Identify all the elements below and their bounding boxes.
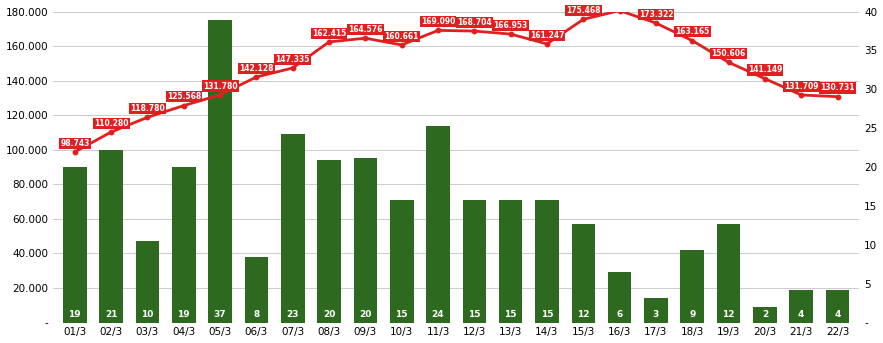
Text: 175.468: 175.468 (566, 6, 600, 15)
Bar (826, 290, 849, 322)
Bar (353, 158, 377, 322)
Text: 168.704: 168.704 (457, 18, 492, 27)
Text: 98.743: 98.743 (60, 139, 89, 148)
Text: 150.606: 150.606 (712, 49, 746, 58)
Text: 3: 3 (653, 310, 659, 319)
Bar (390, 200, 413, 322)
Text: 4: 4 (834, 310, 841, 319)
Text: 20: 20 (323, 310, 336, 319)
Text: 110.280: 110.280 (94, 119, 128, 128)
Text: 142.128: 142.128 (239, 64, 274, 73)
Bar (644, 298, 668, 322)
Bar (571, 224, 595, 322)
Text: 15: 15 (540, 310, 554, 319)
Text: 19: 19 (69, 310, 81, 319)
Text: 9: 9 (689, 310, 696, 319)
Bar (535, 200, 559, 322)
Bar (499, 200, 523, 322)
Text: 2: 2 (762, 310, 768, 319)
Bar (681, 250, 704, 322)
Bar (717, 224, 740, 322)
Text: 131.780: 131.780 (203, 82, 238, 91)
Text: 15: 15 (396, 310, 408, 319)
Text: 23: 23 (286, 310, 299, 319)
Text: 15: 15 (504, 310, 517, 319)
Bar (281, 134, 305, 322)
Bar (317, 160, 341, 322)
Text: 164.576: 164.576 (348, 25, 382, 34)
Bar (63, 167, 87, 322)
Bar (100, 150, 123, 322)
Text: 24: 24 (432, 310, 444, 319)
Text: 20: 20 (359, 310, 372, 319)
Text: 12: 12 (577, 310, 590, 319)
Text: 15: 15 (468, 310, 480, 319)
Bar (136, 241, 159, 322)
Text: 141.149: 141.149 (748, 66, 782, 74)
Bar (172, 167, 196, 322)
Bar (753, 307, 777, 322)
Text: 162.415: 162.415 (312, 29, 346, 38)
Text: 8: 8 (253, 310, 260, 319)
Text: 169.090: 169.090 (421, 17, 456, 26)
Text: 37: 37 (214, 310, 226, 319)
Bar (208, 20, 232, 322)
Text: 166.953: 166.953 (494, 21, 528, 30)
Bar (426, 126, 449, 322)
Text: 131.709: 131.709 (784, 82, 819, 91)
Text: 118.780: 118.780 (130, 104, 165, 113)
Text: 21: 21 (105, 310, 117, 319)
Text: 12: 12 (722, 310, 735, 319)
Text: 4: 4 (798, 310, 804, 319)
Text: 10: 10 (141, 310, 154, 319)
Bar (245, 257, 268, 322)
Text: 173.322: 173.322 (638, 10, 673, 19)
Text: 125.568: 125.568 (167, 92, 201, 101)
Text: 160.661: 160.661 (384, 32, 419, 41)
Bar (608, 272, 631, 322)
Text: 19: 19 (177, 310, 190, 319)
Text: 147.335: 147.335 (275, 55, 310, 64)
Text: 161.247: 161.247 (530, 31, 564, 40)
Text: 180.552: 180.552 (0, 342, 1, 343)
Text: 163.165: 163.165 (675, 27, 709, 36)
Bar (789, 290, 813, 322)
Text: 130.731: 130.731 (820, 83, 855, 92)
Bar (463, 200, 487, 322)
Text: 6: 6 (616, 310, 623, 319)
